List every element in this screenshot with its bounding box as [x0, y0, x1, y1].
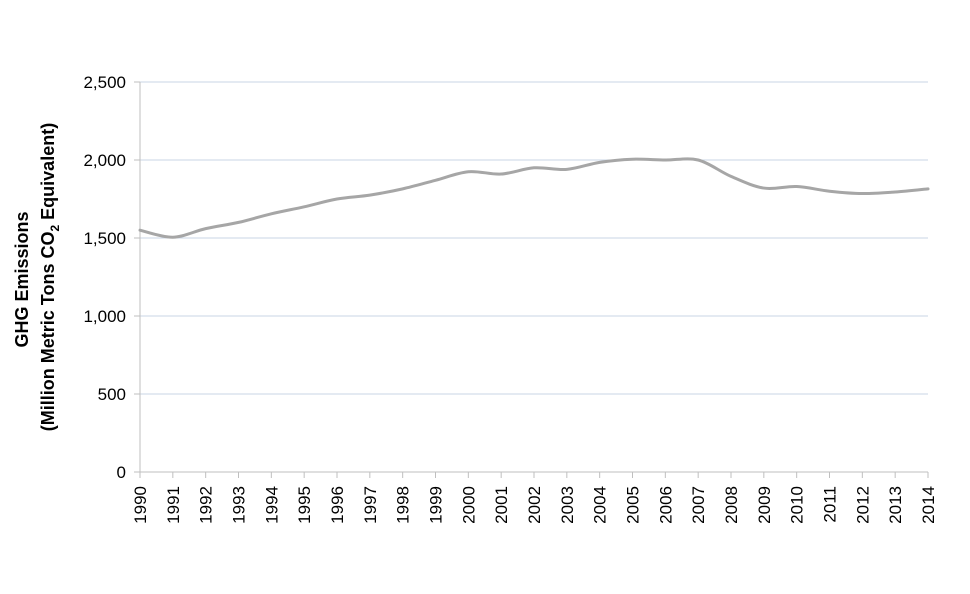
- x-tick-label: 1999: [427, 486, 446, 524]
- x-tick-label: 2011: [821, 486, 840, 523]
- y-axis-title: GHG Emissions (Million Metric Tons CO2 E…: [12, 123, 62, 431]
- y-tick-label: 2,500: [83, 73, 126, 92]
- x-tick-label: 2009: [755, 486, 774, 524]
- y-tick-label: 1,500: [83, 229, 126, 248]
- y-tick-label: 1,000: [83, 307, 126, 326]
- axes: [139, 82, 928, 473]
- x-tick-label: 2001: [492, 486, 511, 524]
- x-tick-label: 2008: [722, 486, 741, 524]
- x-tick-label: 1995: [295, 486, 314, 524]
- x-tick-labels: 1990 1991 1992 1993 1994 1995 1996 1997 1998 1999…: [131, 472, 938, 524]
- x-tick-label: 2012: [853, 486, 872, 524]
- x-tick-label: 2010: [788, 486, 807, 524]
- x-tick-label: 2003: [558, 486, 577, 524]
- x-tick-label: 1992: [197, 486, 216, 524]
- y-axis-title-subscript: 2: [48, 225, 62, 232]
- gridlines: [134, 81, 928, 473]
- x-tick-label: 1998: [394, 486, 413, 524]
- y-tick-labels: 0 500 1,000 1,500 2,000 2,500: [83, 73, 126, 482]
- x-tick-label: 2000: [459, 486, 478, 524]
- emissions-series-line: [138, 157, 930, 239]
- x-tick-label: 1997: [361, 486, 380, 524]
- x-tick-label: 2007: [689, 486, 708, 524]
- y-axis-title-line2: (Million Metric Tons CO2 Equivalent): [38, 123, 62, 431]
- x-tick-label: 1996: [328, 486, 347, 524]
- y-axis-title-line1: GHG Emissions: [12, 211, 32, 347]
- x-tick-label: 2002: [525, 486, 544, 524]
- x-tick-label: 1990: [131, 486, 150, 524]
- x-tick-label: 1994: [262, 486, 281, 524]
- x-tick-label: 2004: [591, 486, 610, 524]
- x-tick-label: 2005: [624, 486, 643, 524]
- x-tick-label: 2006: [656, 486, 675, 524]
- y-tick-label: 500: [98, 385, 126, 404]
- x-tick-label: 1991: [164, 486, 183, 524]
- y-tick-label: 0: [117, 463, 126, 482]
- y-axis-title-line2-suffix: Equivalent): [38, 123, 58, 225]
- y-axis-title-line2-prefix: (Million Metric Tons CO: [38, 232, 58, 432]
- x-tick-label: 2014: [919, 486, 938, 524]
- y-tick-label: 2,000: [83, 151, 126, 170]
- x-tick-label: 1993: [230, 486, 249, 524]
- x-tick-label: 2013: [886, 486, 905, 524]
